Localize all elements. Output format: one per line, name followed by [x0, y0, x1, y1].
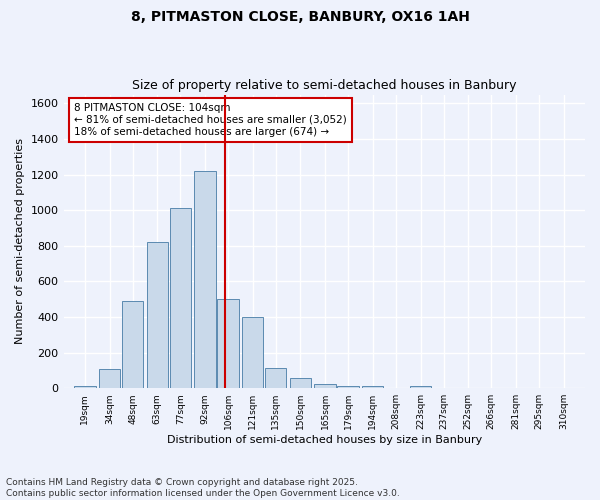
- X-axis label: Distribution of semi-detached houses by size in Banbury: Distribution of semi-detached houses by …: [167, 435, 482, 445]
- Bar: [362, 386, 383, 388]
- Bar: [290, 378, 311, 388]
- Bar: [217, 299, 239, 388]
- Text: 8 PITMASTON CLOSE: 104sqm
← 81% of semi-detached houses are smaller (3,052)
18% : 8 PITMASTON CLOSE: 104sqm ← 81% of semi-…: [74, 104, 347, 136]
- Bar: [146, 242, 168, 388]
- Bar: [265, 368, 286, 388]
- Bar: [410, 386, 431, 388]
- Bar: [194, 171, 216, 388]
- Bar: [314, 384, 336, 388]
- Bar: [122, 301, 143, 388]
- Bar: [99, 368, 120, 388]
- Y-axis label: Number of semi-detached properties: Number of semi-detached properties: [15, 138, 25, 344]
- Bar: [170, 208, 191, 388]
- Text: 8, PITMASTON CLOSE, BANBURY, OX16 1AH: 8, PITMASTON CLOSE, BANBURY, OX16 1AH: [131, 10, 469, 24]
- Text: Contains HM Land Registry data © Crown copyright and database right 2025.
Contai: Contains HM Land Registry data © Crown c…: [6, 478, 400, 498]
- Bar: [242, 317, 263, 388]
- Title: Size of property relative to semi-detached houses in Banbury: Size of property relative to semi-detach…: [132, 79, 517, 92]
- Bar: [74, 386, 95, 388]
- Bar: [337, 386, 359, 388]
